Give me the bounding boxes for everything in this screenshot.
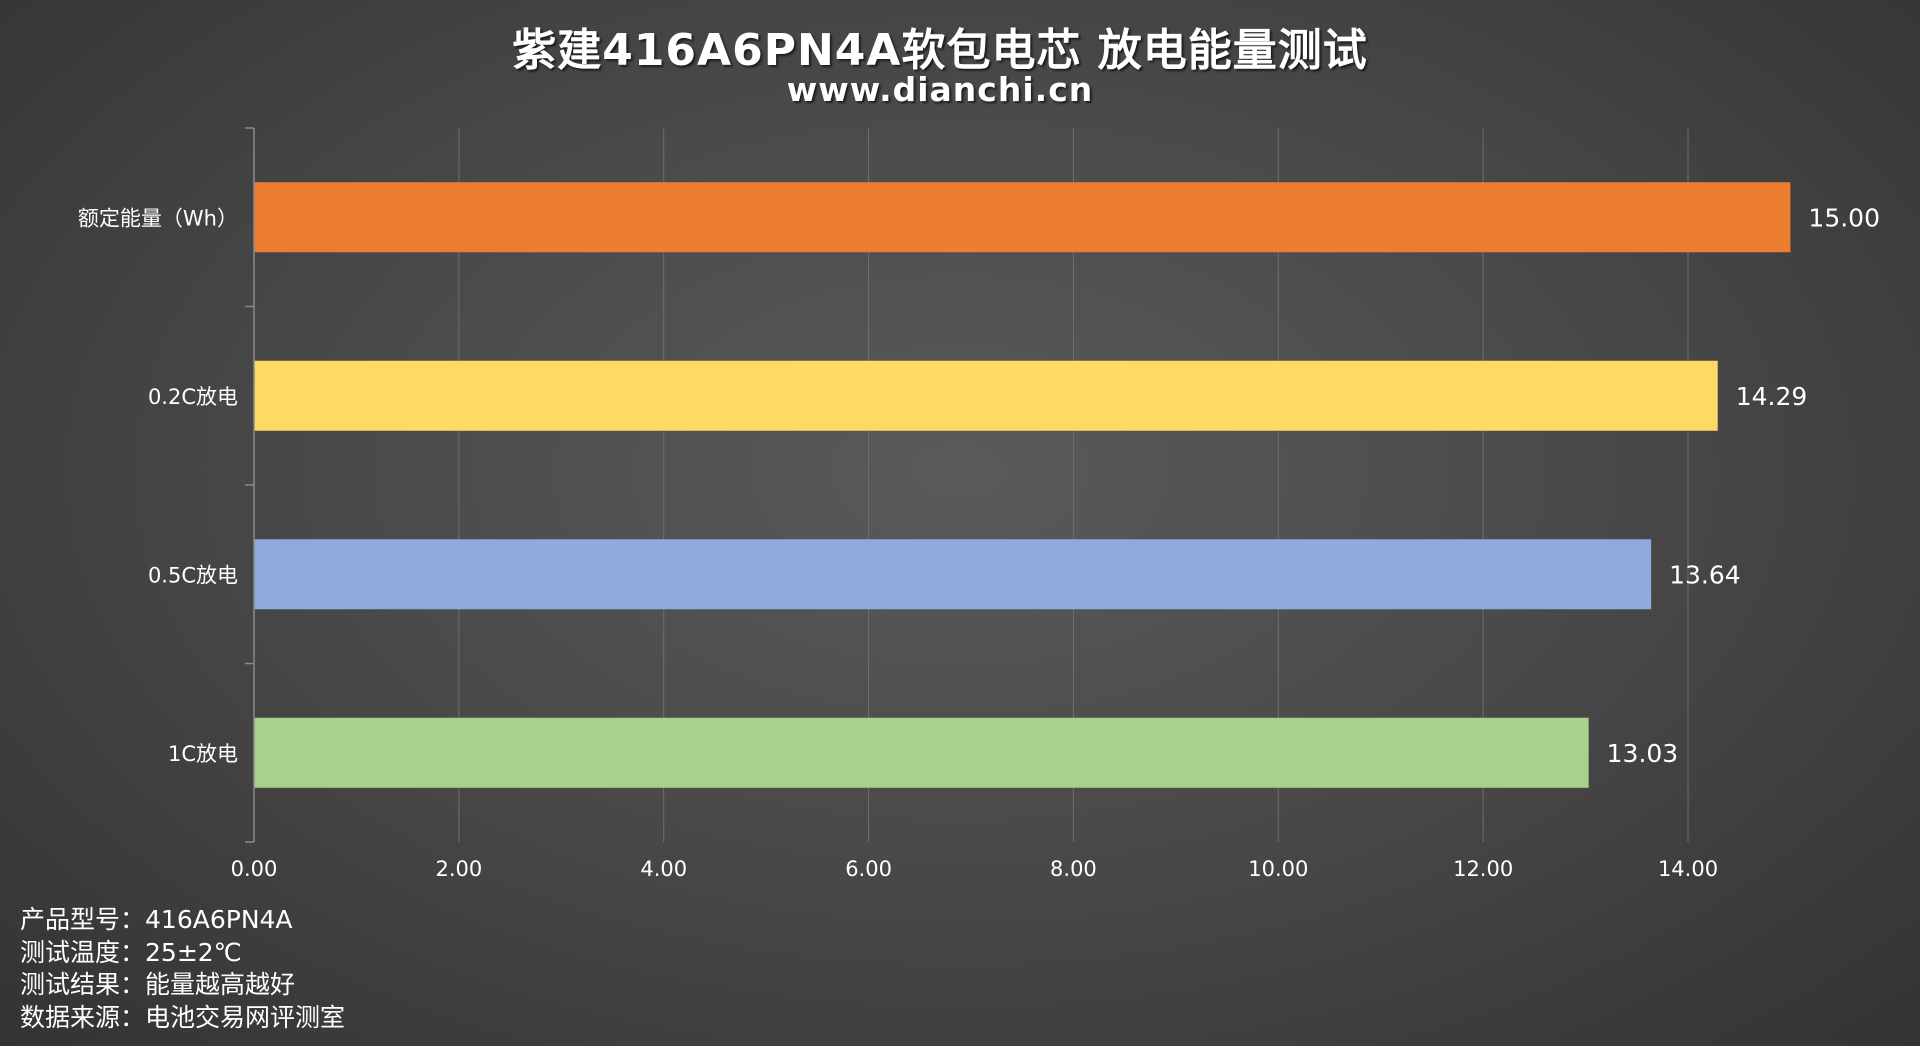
x-tick-label: 6.00 (845, 857, 892, 881)
note-source: 数据来源：电池交易网评测室 (20, 1002, 346, 1032)
value-label: 15.00 (1808, 203, 1880, 232)
x-tick-label: 10.00 (1248, 857, 1308, 881)
bar-3 (254, 717, 1589, 788)
category-label: 0.5C放电 (148, 563, 238, 587)
notes-block: 产品型号：416A6PN4A 测试温度：25±2℃ 测试结果：能量越高越好 数据… (20, 904, 345, 1034)
x-tick-label: 14.00 (1658, 857, 1718, 881)
category-label: 1C放电 (168, 742, 238, 766)
bar-2 (254, 539, 1652, 610)
bar-0 (254, 182, 1791, 253)
x-tick-label: 8.00 (1050, 857, 1097, 881)
category-label: 0.2C放电 (148, 385, 238, 409)
chart-subtitle: www.dianchi.cn (786, 70, 1094, 109)
value-label: 13.64 (1669, 560, 1741, 589)
x-tick-label: 4.00 (640, 857, 687, 881)
bar-1 (254, 360, 1718, 431)
category-label: 额定能量（Wh） (78, 206, 238, 230)
x-tick-label: 2.00 (435, 857, 482, 881)
x-tick-label: 12.00 (1453, 857, 1513, 881)
note-result: 测试结果：能量越高越好 (20, 970, 296, 999)
x-tick-label: 0.00 (231, 857, 278, 881)
chart-title: 紫建416A6PN4A软包电芯 放电能量测试 (512, 25, 1368, 76)
note-temperature: 测试温度：25±2℃ (20, 937, 242, 967)
labels: 0.00 2.00 4.00 6.00 8.00 10.00 12.00 14.00 额定能量（… (78, 203, 1880, 881)
value-label: 14.29 (1736, 382, 1808, 411)
value-label: 13.03 (1607, 739, 1679, 768)
axes (245, 127, 255, 843)
note-model: 产品型号：416A6PN4A (20, 905, 293, 934)
bars (254, 182, 1791, 788)
